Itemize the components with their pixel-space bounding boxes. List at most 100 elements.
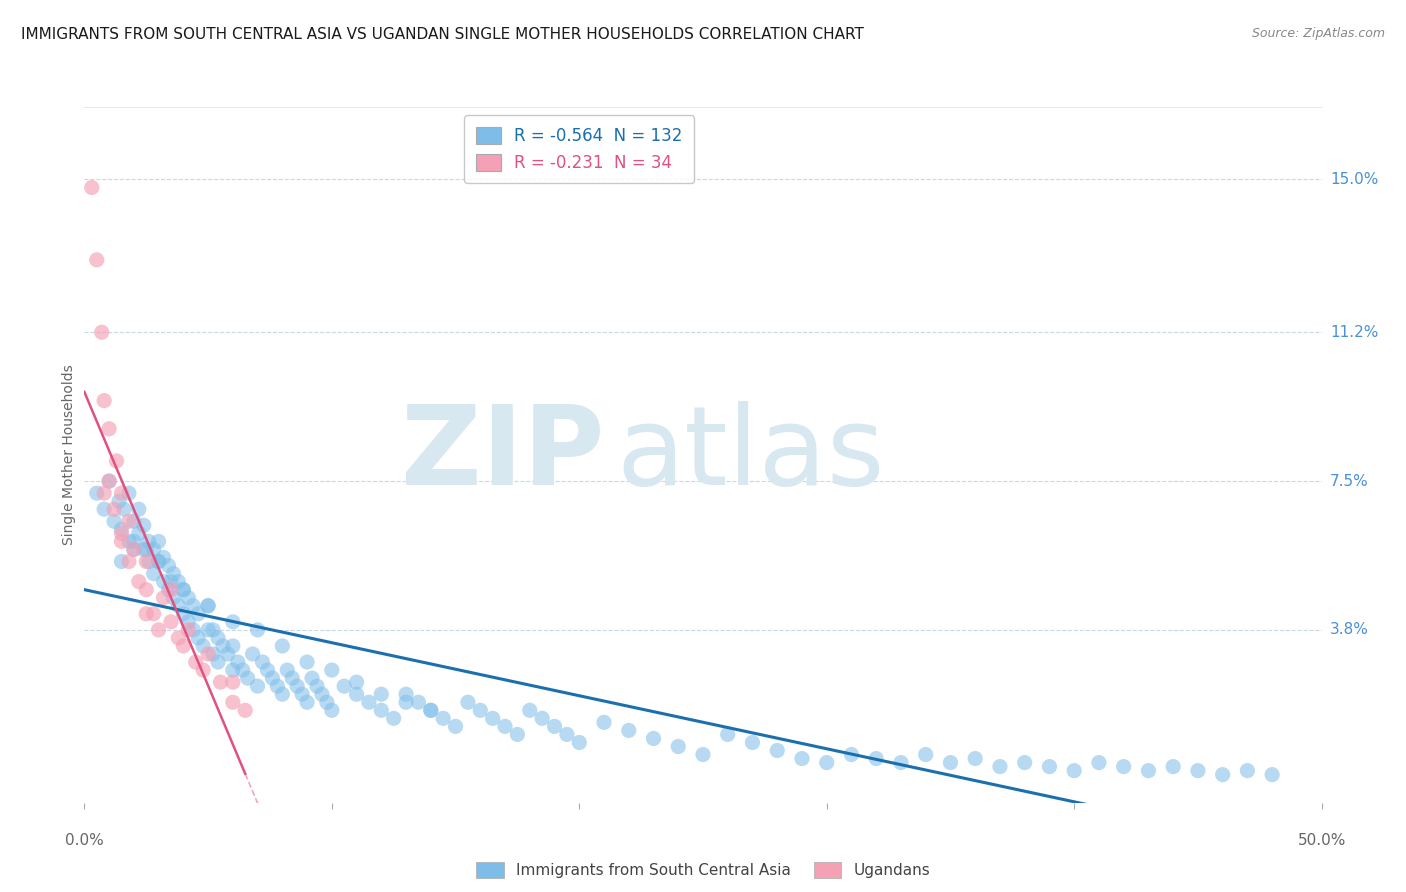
Text: 7.5%: 7.5%: [1330, 474, 1368, 489]
Point: [187, 607, 209, 621]
Point: [86, 486, 108, 500]
Point: [110, 554, 132, 568]
Point: [157, 558, 180, 573]
Point: [321, 703, 343, 717]
Point: [135, 542, 157, 557]
Point: [617, 723, 640, 738]
Point: [395, 695, 418, 709]
Point: [138, 534, 160, 549]
Point: [246, 679, 269, 693]
Point: [207, 631, 229, 645]
Point: [122, 542, 145, 557]
Point: [157, 582, 180, 597]
Text: atlas: atlas: [616, 401, 884, 508]
Point: [105, 454, 128, 468]
Point: [93, 486, 115, 500]
Text: 0.0%: 0.0%: [65, 833, 104, 848]
Point: [162, 566, 184, 581]
Point: [914, 747, 936, 762]
Point: [370, 687, 392, 701]
Point: [181, 599, 204, 613]
Point: [494, 719, 516, 733]
Point: [457, 695, 479, 709]
Point: [90, 325, 112, 339]
Point: [197, 647, 219, 661]
Point: [181, 623, 204, 637]
Point: [276, 663, 298, 677]
Point: [222, 663, 245, 677]
Point: [382, 711, 405, 725]
Point: [177, 591, 200, 605]
Point: [1161, 759, 1184, 773]
Point: [191, 663, 214, 677]
Point: [939, 756, 962, 770]
Point: [128, 502, 150, 516]
Point: [370, 703, 392, 717]
Point: [103, 502, 125, 516]
Point: [167, 599, 190, 613]
Point: [470, 703, 492, 717]
Point: [103, 514, 125, 528]
Point: [148, 623, 170, 637]
Point: [444, 719, 467, 733]
Point: [1112, 759, 1135, 773]
Legend: R = -0.564  N = 132, R = -0.231  N = 34: R = -0.564 N = 132, R = -0.231 N = 34: [464, 115, 695, 184]
Point: [1212, 767, 1234, 781]
Point: [128, 574, 150, 589]
Point: [295, 695, 318, 709]
Text: IMMIGRANTS FROM SOUTH CENTRAL ASIA VS UGANDAN SINGLE MOTHER HOUSEHOLDS CORRELATI: IMMIGRANTS FROM SOUTH CENTRAL ASIA VS UG…: [21, 27, 863, 42]
Point: [1038, 759, 1060, 773]
Point: [295, 655, 318, 669]
Point: [1137, 764, 1160, 778]
Point: [543, 719, 565, 733]
Point: [965, 751, 987, 765]
Point: [285, 679, 308, 693]
Point: [222, 695, 245, 709]
Point: [346, 687, 368, 701]
Point: [395, 687, 418, 701]
Point: [741, 735, 763, 749]
Point: [80, 180, 103, 194]
Point: [419, 703, 441, 717]
Point: [110, 526, 132, 541]
Point: [209, 675, 232, 690]
Point: [301, 671, 323, 685]
Point: [142, 607, 165, 621]
Point: [98, 474, 121, 488]
Point: [222, 675, 245, 690]
Point: [152, 550, 174, 565]
Point: [222, 639, 245, 653]
Point: [152, 574, 174, 589]
Point: [432, 711, 454, 725]
Point: [98, 422, 121, 436]
Point: [118, 554, 141, 568]
Point: [160, 574, 183, 589]
Point: [128, 526, 150, 541]
Point: [222, 615, 245, 629]
Point: [333, 679, 356, 693]
Point: [172, 582, 194, 597]
Point: [207, 655, 229, 669]
Point: [197, 623, 219, 637]
Point: [135, 554, 157, 568]
Point: [246, 623, 269, 637]
Point: [93, 502, 115, 516]
Point: [132, 518, 155, 533]
Point: [197, 599, 219, 613]
Point: [717, 727, 740, 741]
Text: Source: ZipAtlas.com: Source: ZipAtlas.com: [1251, 27, 1385, 40]
Point: [242, 647, 264, 661]
Point: [162, 591, 184, 605]
Point: [568, 735, 591, 749]
Point: [135, 582, 157, 597]
Point: [865, 751, 887, 765]
Point: [291, 687, 314, 701]
Point: [148, 534, 170, 549]
Point: [138, 554, 160, 568]
Point: [142, 566, 165, 581]
Point: [160, 615, 183, 629]
Point: [118, 534, 141, 549]
Point: [271, 639, 294, 653]
Point: [98, 474, 121, 488]
Point: [1236, 764, 1258, 778]
